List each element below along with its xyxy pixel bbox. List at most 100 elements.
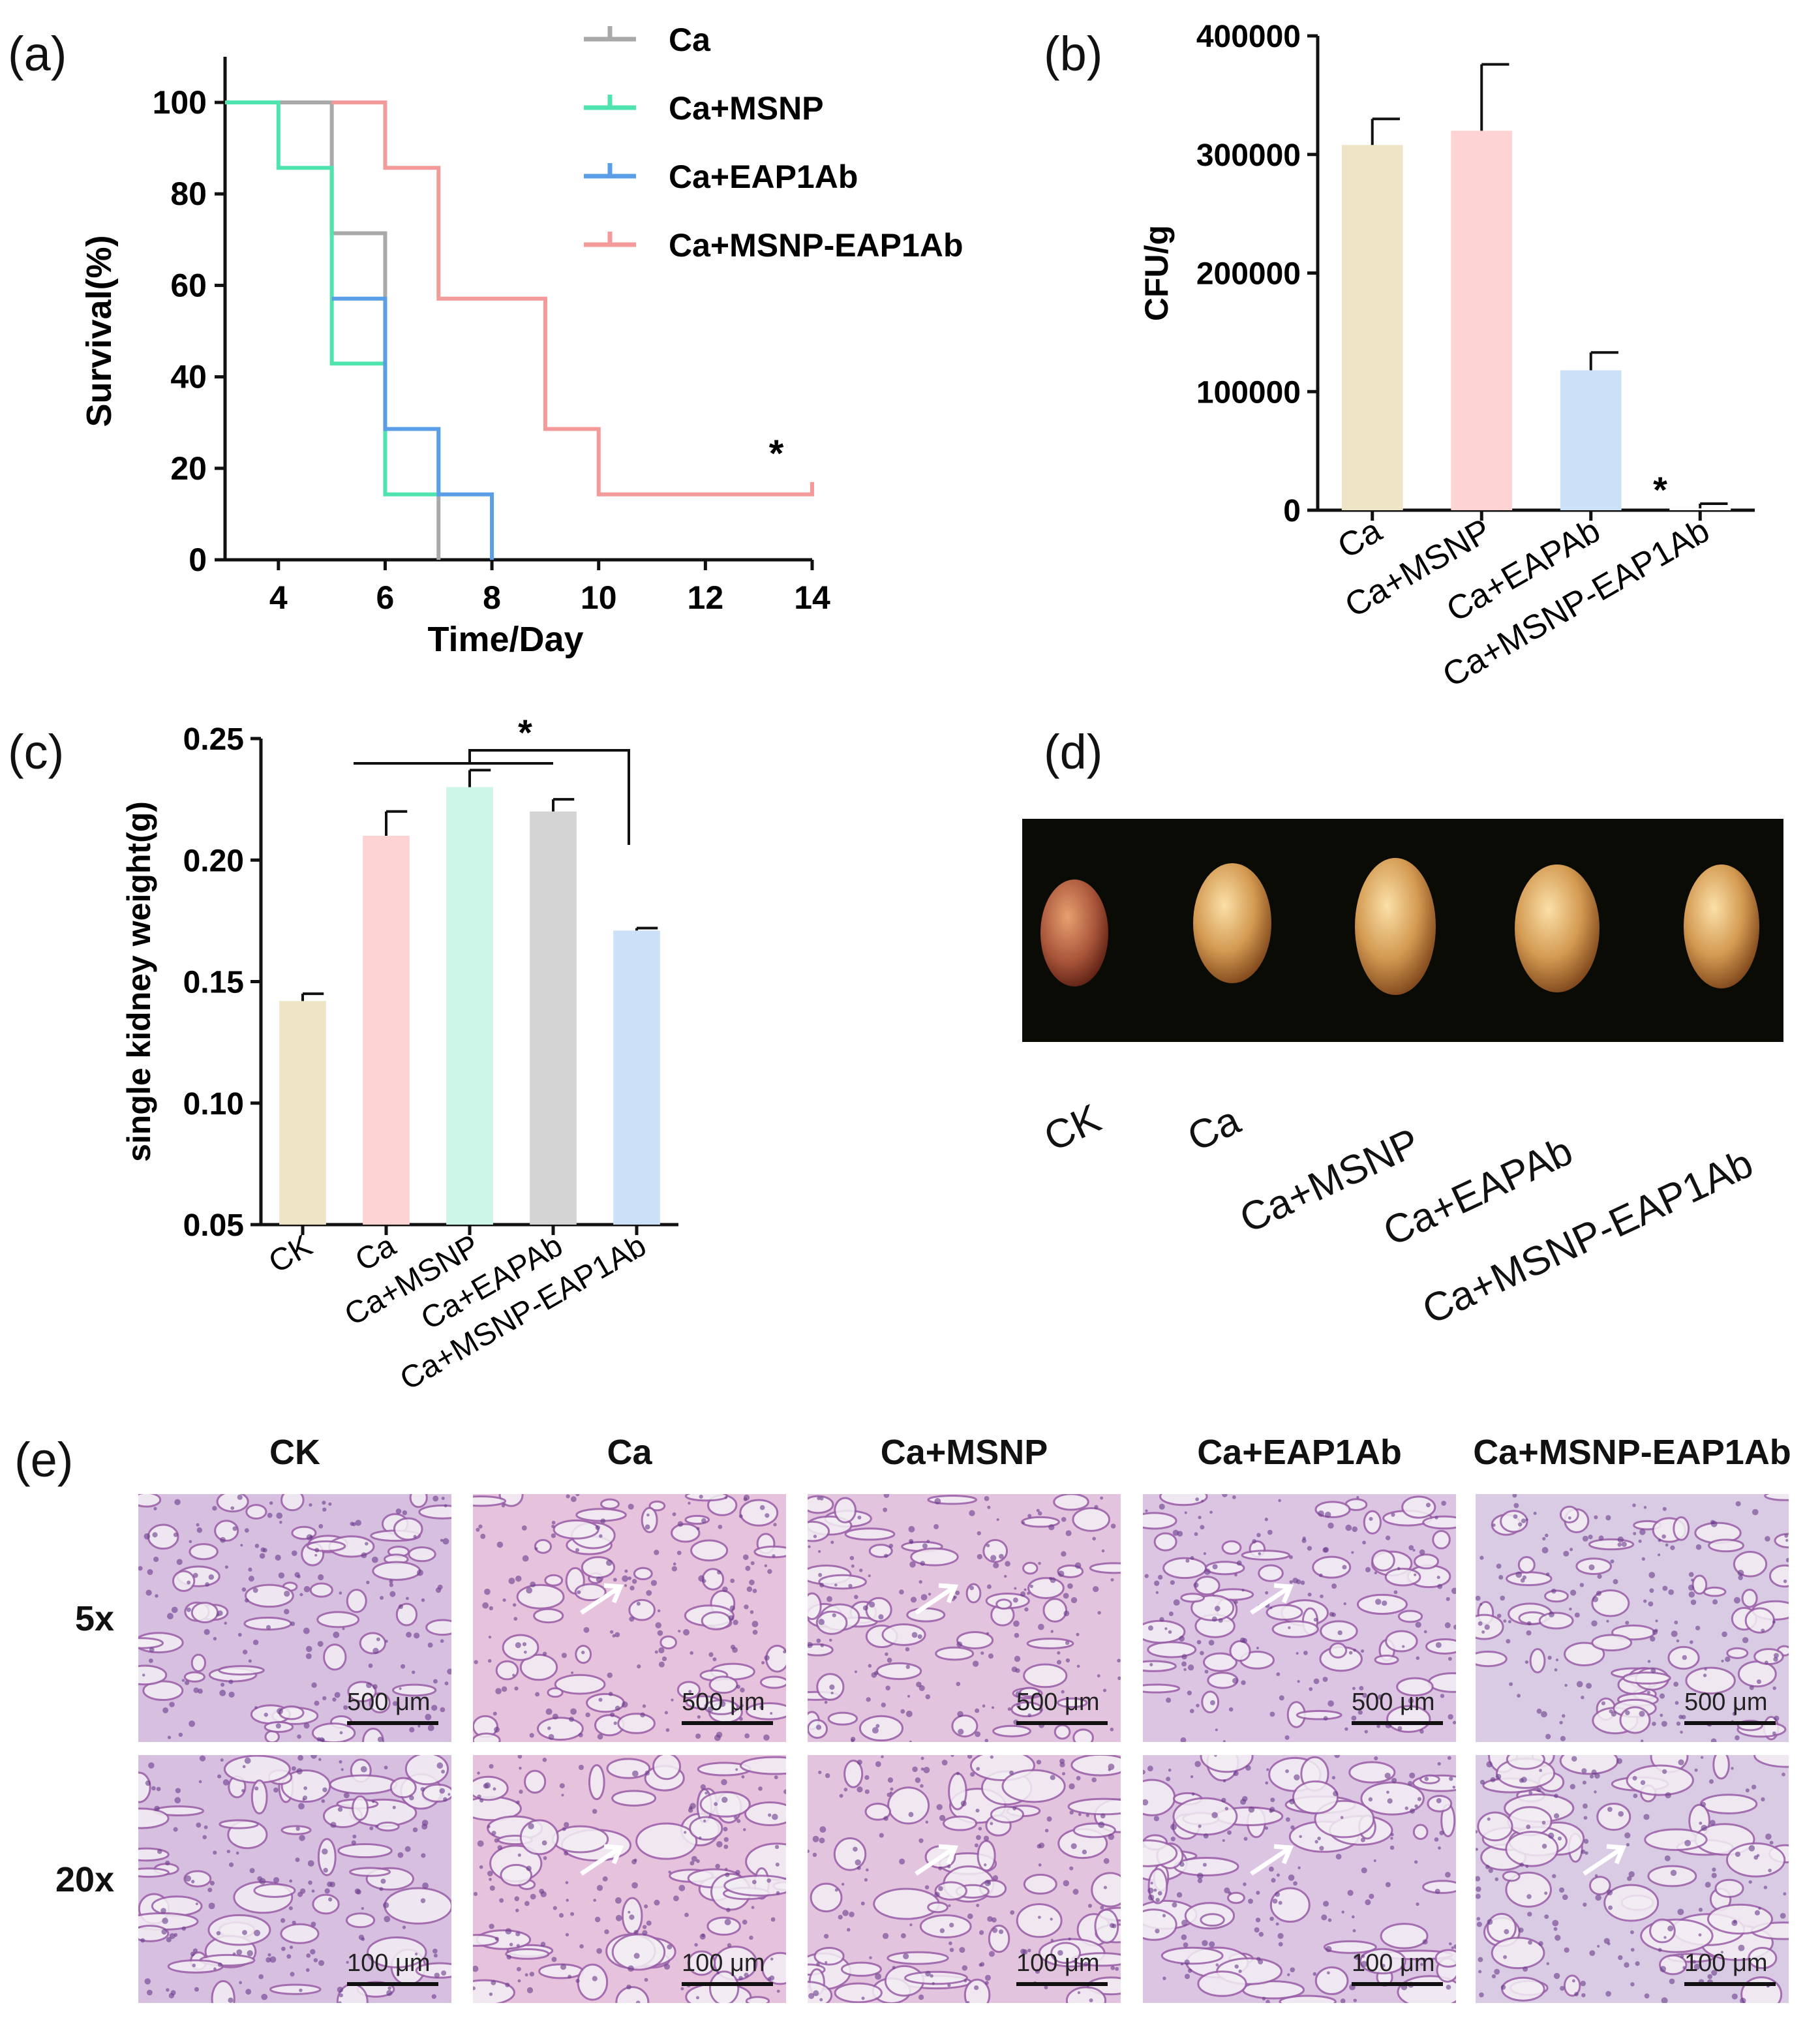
y-tick-label: 100000 <box>1196 375 1301 410</box>
y-tick-label: 20 <box>170 450 207 487</box>
y-tick-label: 80 <box>170 176 207 212</box>
y-tick-label: 0.05 <box>183 1208 244 1243</box>
scale-bar <box>1016 1982 1108 1986</box>
histology-column-header-3: Ca+EAP1Ab <box>1197 1433 1402 1472</box>
bar-3 <box>530 811 577 1225</box>
kidney-ck <box>1040 879 1108 986</box>
cfu-bar-chart: 0100000200000300000400000CaCa+MSNPCa+EAP… <box>1138 20 1755 695</box>
histology-texture <box>808 1494 1121 1742</box>
legend-label-2: Ca+EAP1Ab <box>669 159 858 195</box>
kidney-label-4: Ca+MSNP-EAP1Ab <box>1416 1140 1760 1334</box>
y-tick-label: 200000 <box>1196 257 1301 292</box>
scale-bar <box>682 1721 773 1725</box>
scale-bar-label: 100 μm <box>1684 1949 1768 1977</box>
legend-label-1: Ca+MSNP <box>669 90 824 127</box>
histology-column-header-4: Ca+MSNP-EAP1Ab <box>1473 1433 1791 1472</box>
scale-bar <box>1016 1721 1108 1725</box>
kidney-label-1: Ca <box>1181 1097 1247 1161</box>
y-axis-label: CFU/g <box>1138 225 1175 321</box>
scale-bar-label: 500 μm <box>1016 1689 1100 1716</box>
histology-image-0-4 <box>1476 1494 1789 1742</box>
y-axis-label: single kidney weight(g) <box>121 801 157 1162</box>
scale-bar-label: 100 μm <box>1016 1949 1100 1977</box>
histology-image-1-1 <box>473 1755 786 2003</box>
histology-texture <box>138 1755 451 2003</box>
bar-2 <box>446 787 493 1225</box>
comparison-bracket-right <box>468 749 630 845</box>
histology-image-1-2 <box>808 1755 1121 2003</box>
bar-2 <box>1560 370 1622 510</box>
y-tick-label: 100 <box>153 84 207 121</box>
panel-label-c: (c) <box>8 725 65 779</box>
kidney-ca <box>1193 863 1271 983</box>
legend-label-3: Ca+MSNP-EAP1Ab <box>669 227 963 264</box>
x-tick-label: 8 <box>483 579 501 616</box>
panel-label-b: (b) <box>1044 27 1103 81</box>
histology-texture <box>1143 1494 1456 1742</box>
y-tick-label: 300000 <box>1196 138 1301 173</box>
panel-label-e: (e) <box>14 1433 74 1487</box>
bar-0 <box>279 1001 326 1225</box>
significance-marker: * <box>1653 469 1667 510</box>
y-tick-label: 0.15 <box>183 966 244 1000</box>
scale-bar <box>347 1982 438 1986</box>
panel-label-d: (d) <box>1044 725 1103 779</box>
histology-texture <box>808 1755 1121 2003</box>
y-tick-label: 0.20 <box>183 844 244 878</box>
legend-label-0: Ca <box>669 22 711 58</box>
x-axis-label: Time/Day <box>427 620 583 659</box>
bar-1 <box>363 836 410 1225</box>
y-tick-label: 0 <box>1283 494 1301 528</box>
y-tick-label: 0 <box>189 542 207 578</box>
y-tick-label: 0.25 <box>183 722 244 757</box>
y-tick-label: 400000 <box>1196 20 1301 54</box>
histology-image-1-4 <box>1476 1755 1789 2003</box>
survival-line-1 <box>225 100 439 497</box>
histology-image-1-3 <box>1143 1755 1456 2003</box>
histology-texture <box>1476 1755 1789 2003</box>
histology-column-header-1: Ca <box>607 1433 652 1472</box>
histology-column-header-0: CK <box>269 1433 320 1472</box>
scale-bar <box>1684 1721 1776 1725</box>
y-tick-label: 40 <box>170 359 207 395</box>
x-tick-label: 4 <box>269 579 288 616</box>
scale-bar-label: 100 μm <box>682 1949 765 1977</box>
significance-marker: * <box>769 433 784 475</box>
scale-bar <box>347 1721 438 1725</box>
histology-image-0-3 <box>1143 1494 1456 1742</box>
scale-bar <box>1352 1721 1443 1725</box>
histology-image-0-2 <box>808 1494 1121 1742</box>
x-tick-label: 10 <box>581 579 617 616</box>
bar-3 <box>1669 508 1731 510</box>
bar-4 <box>613 930 660 1225</box>
panel-label-a: (a) <box>8 27 67 81</box>
histology-image-1-0 <box>138 1755 451 2003</box>
kidney-label-0: CK <box>1037 1095 1108 1161</box>
scale-bar <box>1684 1982 1776 1986</box>
histology-texture <box>1476 1494 1789 1742</box>
kidney-photo <box>1022 819 1783 1042</box>
scale-bar-label: 500 μm <box>1684 1689 1768 1716</box>
y-tick-label: 0.10 <box>183 1087 244 1122</box>
scale-bar-label: 500 μm <box>682 1689 765 1716</box>
kidney-photo-drawing <box>1040 858 1759 995</box>
histology-image-0-1 <box>473 1494 786 1742</box>
histology-image-0-0 <box>138 1494 451 1742</box>
histology-texture <box>1143 1755 1456 2003</box>
scale-bar-label: 100 μm <box>1352 1949 1435 1977</box>
scale-bar-label: 500 μm <box>1352 1689 1435 1716</box>
survival-line-2 <box>331 296 494 560</box>
x-tick-label-0: CK <box>263 1229 318 1280</box>
y-tick-label: 60 <box>170 267 207 303</box>
scale-bar <box>1352 1982 1443 1986</box>
x-tick-label-0: Ca <box>1331 512 1388 566</box>
survival-line-3 <box>331 100 814 497</box>
kidney-ca-msnp-eap1ab <box>1684 864 1759 988</box>
survival-chart: 4 6 8 10 12 14 0 20 40 60 80 100 Time/Day Survival(%)… <box>80 22 963 659</box>
histology-row-header-0: 5x <box>75 1599 115 1638</box>
histology-texture <box>473 1755 786 2003</box>
x-tick-label: 6 <box>376 579 395 616</box>
histology-row-header-1: 20x <box>55 1860 115 1899</box>
significance-marker: * <box>518 712 532 753</box>
